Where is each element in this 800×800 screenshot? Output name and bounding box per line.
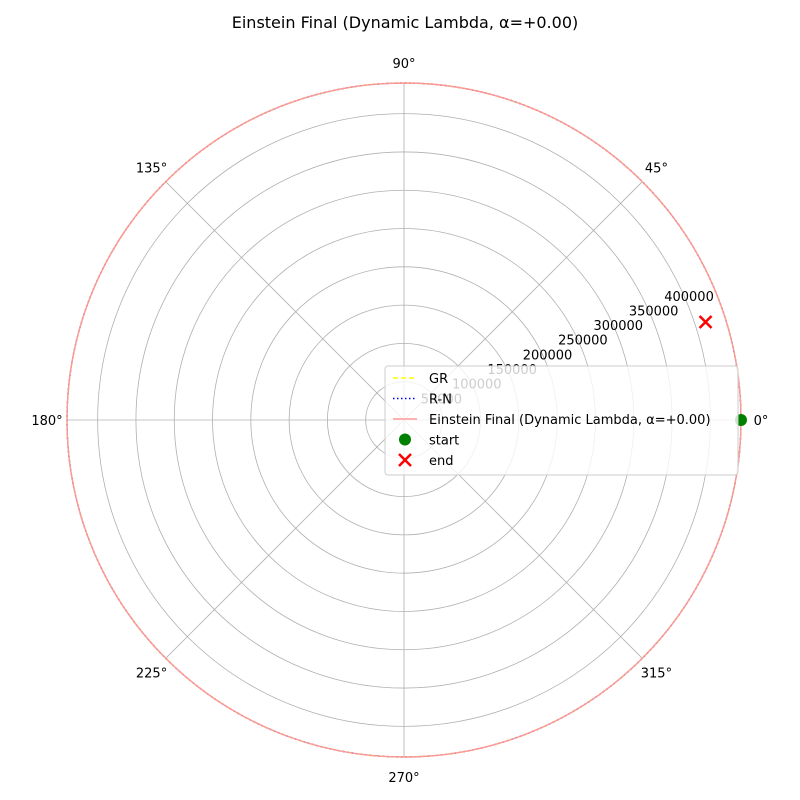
chart-title: Einstein Final (Dynamic Lambda, α=+0.00) bbox=[232, 13, 579, 32]
legend-label: Einstein Final (Dynamic Lambda, α=+0.00) bbox=[429, 413, 711, 428]
legend: GR R-N Einstein Final (Dynamic Lambda, α=+… bbox=[384, 365, 739, 476]
r-tick-label: 400000 bbox=[664, 290, 714, 305]
legend-box bbox=[384, 365, 739, 476]
theta-tick-label: 180° bbox=[31, 414, 62, 429]
legend-label: GR bbox=[429, 372, 448, 387]
legend-entry: R-N bbox=[393, 393, 452, 408]
legend-entry: GR bbox=[393, 372, 448, 387]
end-marker bbox=[698, 315, 713, 329]
r-tick-label: 300000 bbox=[593, 319, 643, 334]
theta-tick-label: 135° bbox=[136, 162, 167, 177]
theta-tick-label: 45° bbox=[645, 162, 668, 177]
legend-label: start bbox=[429, 434, 459, 449]
r-tick-label: 350000 bbox=[629, 304, 679, 319]
legend-entry: end bbox=[398, 453, 454, 469]
theta-gridline bbox=[165, 181, 405, 421]
legend-handle-start bbox=[399, 433, 411, 446]
theta-tick-label: 90° bbox=[392, 57, 415, 72]
legend-label: R-N bbox=[429, 393, 452, 408]
theta-tick-label: 270° bbox=[388, 771, 419, 786]
legend-label: end bbox=[429, 454, 454, 469]
theta-tick-label: 315° bbox=[641, 666, 672, 681]
r-tick-label: 250000 bbox=[558, 334, 608, 349]
legend-entry: Einstein Final (Dynamic Lambda, α=+0.00) bbox=[393, 413, 711, 428]
end-marker-stroke bbox=[698, 315, 713, 329]
theta-tick-label: 0° bbox=[754, 414, 769, 429]
theta-tick-labels: 0° 45° 90° 135° 180° 225° 270° 315° bbox=[31, 57, 768, 786]
legend-entry: start bbox=[399, 433, 459, 449]
theta-tick-label: 225° bbox=[136, 666, 167, 681]
legend-handle-end bbox=[398, 453, 412, 467]
r-tick-label: 200000 bbox=[523, 348, 573, 363]
theta-gridline bbox=[165, 419, 405, 659]
